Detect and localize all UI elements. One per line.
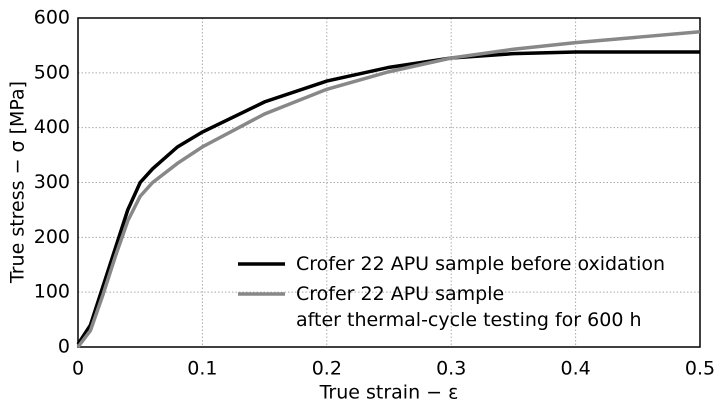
y-tick-label: 200 — [34, 226, 70, 248]
legend-label: Crofer 22 APU sample before oxidation — [296, 253, 665, 275]
x-tick-label: 0.2 — [312, 358, 342, 380]
y-tick-label: 400 — [34, 116, 70, 138]
x-axis-label: True strain − ε — [319, 382, 459, 404]
x-tick-label: 0.3 — [436, 358, 466, 380]
x-tick-label: 0.4 — [560, 358, 590, 380]
y-tick-label: 500 — [34, 61, 70, 83]
y-axis-label: True stress − σ [MPa] — [7, 81, 29, 284]
y-tick-label: 300 — [34, 171, 70, 193]
legend-label: Crofer 22 APU sample after thermal-cycle … — [296, 283, 642, 331]
x-tick-label: 0.1 — [187, 358, 217, 380]
line-series — [76, 29, 701, 349]
y-tick-label: 0 — [58, 336, 70, 358]
plot-frame — [77, 17, 701, 348]
line-series — [76, 50, 700, 346]
x-tick-label: 0.5 — [685, 358, 715, 380]
y-tick-label: 600 — [34, 7, 70, 29]
x-tick-label: 0 — [72, 358, 84, 380]
y-tick-label: 100 — [34, 281, 70, 303]
